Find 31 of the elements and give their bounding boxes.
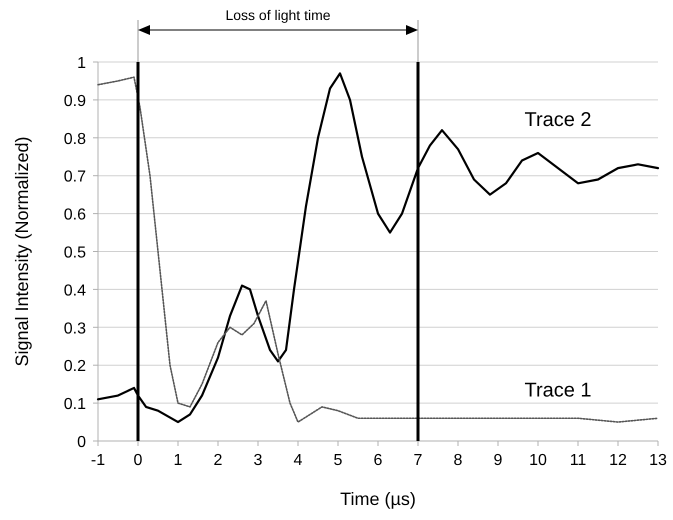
x-tick-label: 12 — [609, 452, 627, 469]
x-tick-label: 7 — [414, 452, 423, 469]
y-tick-label: 0.6 — [64, 206, 86, 224]
x-tick-label: 13 — [649, 452, 667, 469]
x-tick-label: 2 — [214, 452, 223, 469]
y-tick-label: 0.7 — [64, 168, 86, 186]
y-tick-label: 0.1 — [64, 396, 86, 414]
series-label: Trace 1 — [524, 379, 592, 402]
x-tick-label: 8 — [454, 452, 463, 469]
y-tick-label: 0.5 — [64, 244, 86, 262]
y-tick-label: 1 — [77, 55, 86, 72]
y-tick-label: 0.8 — [64, 130, 86, 148]
x-tick-label: 0 — [134, 452, 143, 469]
x-tick-label: 11 — [570, 452, 586, 469]
series-label: Trace 2 — [524, 109, 592, 132]
y-tick-label: 0.9 — [64, 92, 86, 110]
text: Loss of light time — [225, 7, 331, 23]
x-tick-label: 1 — [174, 452, 183, 469]
y-tick-label: 0.3 — [64, 320, 86, 338]
x-tick-label: 5 — [334, 452, 343, 469]
x-tick-label: 6 — [374, 452, 383, 469]
y-tick-label: 0 — [77, 434, 86, 451]
y-tick-label: 0.2 — [64, 358, 86, 376]
x-axis-title: Time (µs) — [340, 489, 416, 509]
x-tick-label: 10 — [529, 452, 547, 469]
y-axis-title: Signal Intensity (Normalized) — [12, 136, 32, 367]
x-tick-label: 3 — [254, 452, 263, 469]
x-tick-label: 9 — [494, 452, 503, 469]
x-tick-label: -1 — [90, 452, 106, 469]
x-tick-label: 4 — [294, 452, 303, 469]
y-tick-label: 0.4 — [64, 282, 86, 300]
